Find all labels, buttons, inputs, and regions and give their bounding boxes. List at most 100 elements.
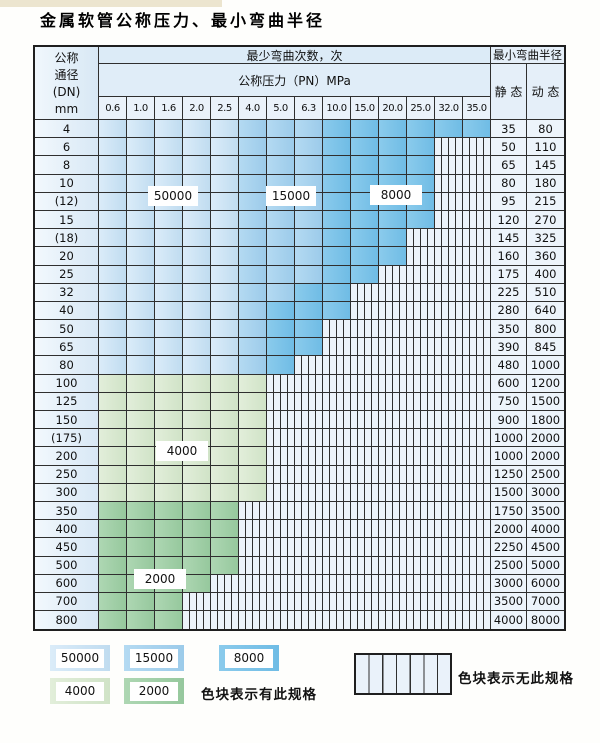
static-radius-value: 2500: [491, 556, 527, 575]
cycle-cell-4000: [183, 465, 211, 484]
cycle-cell-15000: [295, 229, 323, 248]
no-spec-cell: [323, 374, 351, 393]
cycle-cell-50000: [127, 265, 155, 284]
cycle-cell-15000: [267, 138, 295, 157]
cycle-cell-50000: [211, 265, 239, 284]
no-spec-cell: [267, 520, 295, 539]
cycle-cell-4000: [155, 483, 183, 502]
cycle-cell-4000: [211, 465, 239, 484]
no-spec-cell: [211, 574, 239, 593]
cycle-cell-50000: [211, 283, 239, 302]
cycle-cell-50000: [99, 356, 127, 375]
cycle-cell-50000: [155, 265, 183, 284]
no-spec-cell: [463, 356, 491, 375]
no-spec-cell: [267, 592, 295, 612]
cycle-cell-50000: [183, 283, 211, 302]
dn-cell: 350: [35, 501, 99, 521]
cycle-cell-50000: [211, 156, 239, 175]
cycle-cell-50000: [99, 156, 127, 175]
no-spec-cell: [267, 411, 295, 430]
dynamic-radius-value: 3000: [527, 483, 564, 502]
no-spec-cell: [267, 483, 295, 502]
no-spec-cell: [379, 265, 407, 284]
no-spec-cell: [463, 501, 491, 521]
cycle-cell-50000: [155, 229, 183, 248]
cycle-cell-8000: [323, 210, 351, 230]
cycle-cell-8000: [295, 301, 323, 321]
static-radius-value: 900: [491, 411, 527, 430]
cycle-cell-50000: [99, 192, 127, 211]
no-spec-cell: [295, 520, 323, 539]
dynamic-radius-value: 270: [527, 210, 564, 230]
no-spec-cell: [407, 356, 435, 375]
legend-hatch-swatch: [354, 653, 452, 695]
dynamic-radius-value: 5000: [527, 556, 564, 575]
cycle-cell-50000: [183, 301, 211, 321]
no-spec-cell: [267, 374, 295, 393]
no-spec-cell: [435, 611, 463, 630]
cycle-cell-4000: [239, 411, 267, 430]
pressure-tick: 35.0: [463, 97, 491, 120]
no-spec-cell: [267, 429, 295, 448]
cycle-cell-50000: [183, 156, 211, 175]
cycle-cell-15000: [267, 265, 295, 284]
cycle-cell-15000: [239, 283, 267, 302]
cycle-cell-50000: [155, 301, 183, 321]
cycle-cell-50000: [127, 229, 155, 248]
dn-cell: 500: [35, 556, 99, 575]
no-spec-cell: [379, 429, 407, 448]
no-spec-cell: [323, 556, 351, 575]
cycle-cell-4000: [127, 411, 155, 430]
no-spec-cell: [407, 592, 435, 612]
cycle-cell-8000: [379, 210, 407, 230]
cycle-cell-50000: [99, 301, 127, 321]
no-spec-cell: [267, 392, 295, 411]
no-spec-cell: [295, 611, 323, 630]
dynamic-radius-value: 360: [527, 247, 564, 266]
cycle-cell-4000: [183, 483, 211, 502]
no-spec-cell: [295, 374, 323, 393]
no-spec-cell: [379, 611, 407, 630]
cycle-cell-4000: [99, 483, 127, 502]
no-spec-cell: [407, 429, 435, 448]
no-spec-cell: [407, 574, 435, 593]
no-spec-cell: [323, 592, 351, 612]
no-spec-cell: [323, 465, 351, 484]
dynamic-radius-value: 80: [527, 120, 564, 139]
cycle-cell-2000: [127, 520, 155, 539]
no-spec-cell: [351, 356, 379, 375]
no-spec-cell: [407, 283, 435, 302]
no-spec-cell: [267, 465, 295, 484]
cycle-cell-50000: [183, 210, 211, 230]
no-spec-cell: [379, 592, 407, 612]
cycle-cell-2000: [211, 538, 239, 557]
cycle-cell-4000: [239, 447, 267, 466]
no-spec-cell: [267, 611, 295, 630]
no-spec-cell: [379, 538, 407, 557]
no-spec-cell: [295, 429, 323, 448]
no-spec-cell: [463, 138, 491, 157]
dn-cell: (175): [35, 429, 99, 448]
cycle-cell-4000: [183, 411, 211, 430]
no-spec-cell: [351, 483, 379, 502]
legend-swatch-4000: 4000: [50, 678, 110, 704]
cycle-cell-8000: [323, 229, 351, 248]
cycle-cell-4000: [127, 483, 155, 502]
no-spec-cell: [435, 338, 463, 357]
dn-cell: 250: [35, 465, 99, 484]
no-spec-cell: [463, 538, 491, 557]
pressure-tick: 0.6: [99, 97, 127, 120]
cycle-cell-50000: [99, 338, 127, 357]
no-spec-cell: [379, 301, 407, 321]
cycle-cell-15000: [239, 320, 267, 339]
cycle-cell-8000: [351, 210, 379, 230]
cycle-cell-15000: [239, 229, 267, 248]
pressure-tick: 20.0: [379, 97, 407, 120]
pressure-tick: 1.6: [155, 97, 183, 120]
no-spec-cell: [239, 538, 267, 557]
cycle-cell-4000: [127, 447, 155, 466]
cycle-cell-4000: [155, 465, 183, 484]
no-spec-cell: [435, 156, 463, 175]
cycle-cell-15000: [267, 120, 295, 139]
cycle-cell-50000: [127, 338, 155, 357]
